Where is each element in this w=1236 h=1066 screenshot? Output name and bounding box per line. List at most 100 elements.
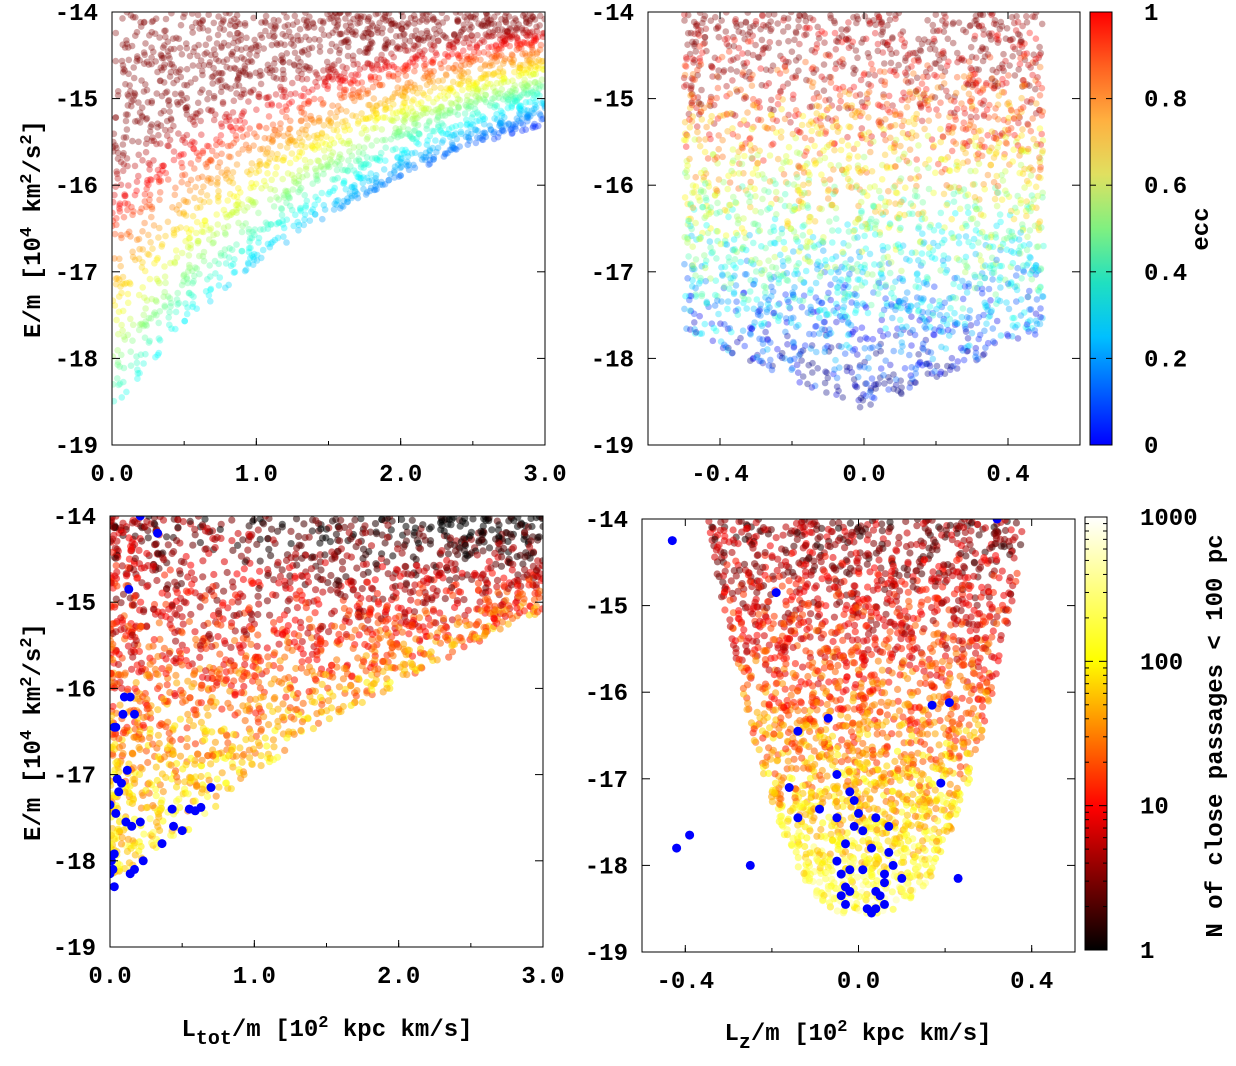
scatter-point: [451, 108, 459, 116]
scatter-point: [248, 234, 256, 242]
scatter-point: [462, 133, 470, 141]
scatter-point: [522, 14, 530, 21]
scatter-point: [112, 191, 118, 199]
scatter-point: [213, 40, 221, 47]
scatter-point: [196, 152, 203, 160]
scatter-point: [984, 339, 992, 347]
scatter-point: [249, 261, 257, 269]
scatter-point: [504, 27, 511, 35]
scatter-point: [721, 263, 729, 271]
scatter-point: [701, 33, 709, 41]
scatter-point: [407, 104, 415, 112]
scatter-point: [295, 188, 302, 196]
scatter-point: [818, 326, 826, 333]
scatter-point: [942, 20, 950, 27]
scatter-point: [935, 160, 942, 168]
scatter-point: [287, 136, 294, 144]
scatter-point: [279, 221, 287, 228]
scatter-point: [391, 163, 399, 170]
scatter-point: [793, 171, 800, 178]
scatter-point: [804, 202, 811, 209]
scatter-point: [522, 69, 530, 77]
scatter-point: [323, 163, 331, 170]
scatter-point: [217, 250, 225, 257]
scatter-point: [817, 121, 825, 129]
scatter-point: [355, 118, 362, 125]
scatter-point: [165, 96, 173, 104]
scatter-point: [846, 87, 854, 94]
scatter-point: [954, 49, 961, 57]
scatter-point: [499, 109, 506, 117]
scatter-point: [462, 35, 469, 42]
scatter-point: [454, 51, 462, 58]
scatter-point: [845, 35, 852, 42]
scatter-point: [329, 62, 336, 69]
scatter-point: [164, 176, 172, 183]
scatter-point: [1023, 50, 1031, 57]
scatter-point: [354, 173, 362, 181]
scatter-point: [295, 180, 302, 188]
scatter-point: [1009, 314, 1016, 322]
scatter-point: [301, 100, 308, 108]
scatter-point: [1034, 286, 1042, 294]
scatter-point: [198, 131, 205, 138]
scatter-point: [368, 38, 375, 45]
scatter-point: [741, 271, 749, 278]
scatter-point: [469, 84, 477, 92]
scatter-point: [901, 39, 909, 47]
scatter-point: [344, 198, 352, 205]
scatter-point: [429, 78, 437, 85]
scatter-point: [316, 48, 324, 55]
scatter-point: [1037, 313, 1044, 321]
scatter-point: [364, 60, 372, 68]
scatter-point: [434, 105, 442, 113]
scatter-point: [250, 256, 258, 263]
scatter-point: [993, 317, 1001, 325]
scatter-point: [248, 179, 255, 187]
scatter-point: [358, 130, 366, 137]
scatter-point: [423, 109, 430, 117]
scatter-point: [223, 56, 231, 63]
scatter-point: [158, 52, 165, 60]
scatter-point: [400, 31, 407, 38]
scatter-point: [519, 12, 527, 19]
scatter-point: [497, 80, 505, 87]
scatter-point: [777, 87, 784, 95]
scatter-point: [864, 220, 871, 228]
scatter-point: [502, 16, 509, 24]
scatter-point: [450, 64, 458, 72]
scatter-point: [1032, 317, 1040, 325]
scatter-point: [993, 202, 1001, 210]
scatter-point: [702, 180, 709, 187]
scatter-point: [394, 153, 401, 161]
scatter-point: [857, 131, 864, 139]
scatter-point: [167, 45, 175, 53]
scatter-point: [1029, 166, 1036, 174]
scatter-point: [178, 51, 186, 58]
scatter-point: [129, 253, 137, 261]
scatter-point: [339, 118, 346, 126]
scatter-point: [1008, 13, 1016, 21]
scatter-point: [155, 131, 162, 139]
scatter-point: [821, 345, 829, 352]
scatter-point: [976, 280, 984, 288]
scatter-point: [258, 19, 265, 26]
scatter-point: [266, 64, 274, 72]
scatter-point: [148, 213, 155, 221]
scatter-point: [457, 52, 464, 60]
scatter-point: [153, 140, 160, 148]
scatter-point: [889, 35, 896, 42]
scatter-point: [486, 28, 493, 36]
scatter-point: [190, 278, 197, 285]
scatter-point: [363, 160, 370, 167]
scatter-point: [360, 164, 368, 171]
scatter-point: [207, 273, 214, 280]
scatter-point: [975, 23, 983, 30]
scatter-point: [129, 13, 137, 21]
scatter-point: [381, 44, 389, 52]
scatter-point: [247, 166, 255, 174]
scatter-point: [956, 205, 964, 213]
x-tick-label: 1.0: [235, 462, 278, 489]
scatter-point: [396, 108, 403, 115]
scatter-point: [766, 204, 773, 212]
